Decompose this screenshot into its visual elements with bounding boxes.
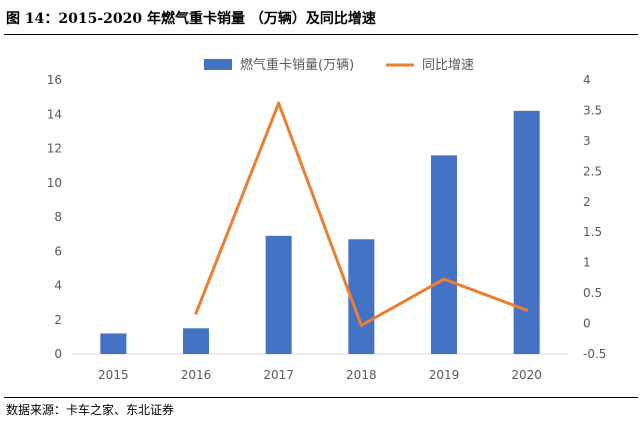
x-axis: 2015 2016 2017 2018 2019 2020 xyxy=(72,353,568,382)
left-axis-tick-label: 4 xyxy=(54,279,62,293)
bar-2019 xyxy=(431,155,457,354)
right-axis-tick-label: 4 xyxy=(583,73,591,87)
growth-point-2019 xyxy=(442,277,446,281)
x-axis-tick-label: 2019 xyxy=(429,368,460,382)
bar-series xyxy=(100,110,540,354)
left-y-axis: 0 2 4 6 8 10 12 14 16 xyxy=(47,73,62,361)
legend: 燃气重卡销量(万辆) 同比增速 xyxy=(204,57,474,73)
left-axis-tick-label: 8 xyxy=(54,210,62,224)
growth-point-2018 xyxy=(359,323,363,327)
right-axis-tick-label: 1 xyxy=(583,256,591,270)
bar-2018 xyxy=(348,239,375,354)
growth-point-2016 xyxy=(194,311,198,315)
line-series xyxy=(194,101,529,327)
right-axis-tick-label: -0.5 xyxy=(583,347,606,361)
right-axis-tick-label: 0 xyxy=(583,317,591,331)
legend-swatch-sales xyxy=(204,59,232,70)
left-axis-tick-label: 2 xyxy=(54,313,62,327)
right-axis-tick-label: 0.5 xyxy=(583,286,602,300)
source-divider xyxy=(4,397,638,398)
right-axis-tick-label: 2.5 xyxy=(583,164,602,178)
left-axis-tick-label: 0 xyxy=(54,347,62,361)
left-axis-tick-label: 10 xyxy=(47,176,62,190)
left-axis-tick-label: 12 xyxy=(47,142,62,156)
x-axis-tick-label: 2018 xyxy=(346,368,377,382)
title-divider xyxy=(4,34,638,35)
x-axis-tick-label: 2020 xyxy=(511,368,542,382)
legend-label-sales: 燃气重卡销量(万辆) xyxy=(240,57,354,73)
right-axis-tick-label: 2 xyxy=(583,195,591,209)
bar-2020 xyxy=(513,110,540,354)
growth-point-2017 xyxy=(277,101,281,105)
x-axis-tick-label: 2017 xyxy=(263,368,294,382)
left-axis-tick-label: 16 xyxy=(47,73,62,87)
right-y-axis: -0.5 0 0.5 1 1.5 2 2.5 3 3.5 4 xyxy=(583,73,606,361)
right-axis-tick-label: 1.5 xyxy=(583,225,602,239)
legend-label-growth: 同比增速 xyxy=(422,58,474,73)
right-axis-tick-label: 3.5 xyxy=(583,103,602,117)
left-axis-tick-label: 14 xyxy=(47,107,62,121)
x-axis-tick-label: 2016 xyxy=(181,368,212,382)
bar-2015 xyxy=(100,333,127,354)
left-axis-tick-label: 6 xyxy=(54,244,62,258)
chart: 燃气重卡销量(万辆) 同比增速 0 2 4 6 8 10 12 14 16 -0.5 0 0.5 1 1.… xyxy=(47,57,607,382)
source-note: 数据来源：卡车之家、东北证券 xyxy=(6,403,175,417)
x-axis-tick-label: 2015 xyxy=(98,368,129,382)
growth-point-2020 xyxy=(525,308,529,312)
right-axis-tick-label: 3 xyxy=(583,134,591,148)
bar-2017 xyxy=(265,235,292,354)
figure-title: 图 14：2015-2020 年燃气重卡销量 （万辆）及同比增速 xyxy=(6,11,376,27)
bar-2016 xyxy=(183,328,209,354)
